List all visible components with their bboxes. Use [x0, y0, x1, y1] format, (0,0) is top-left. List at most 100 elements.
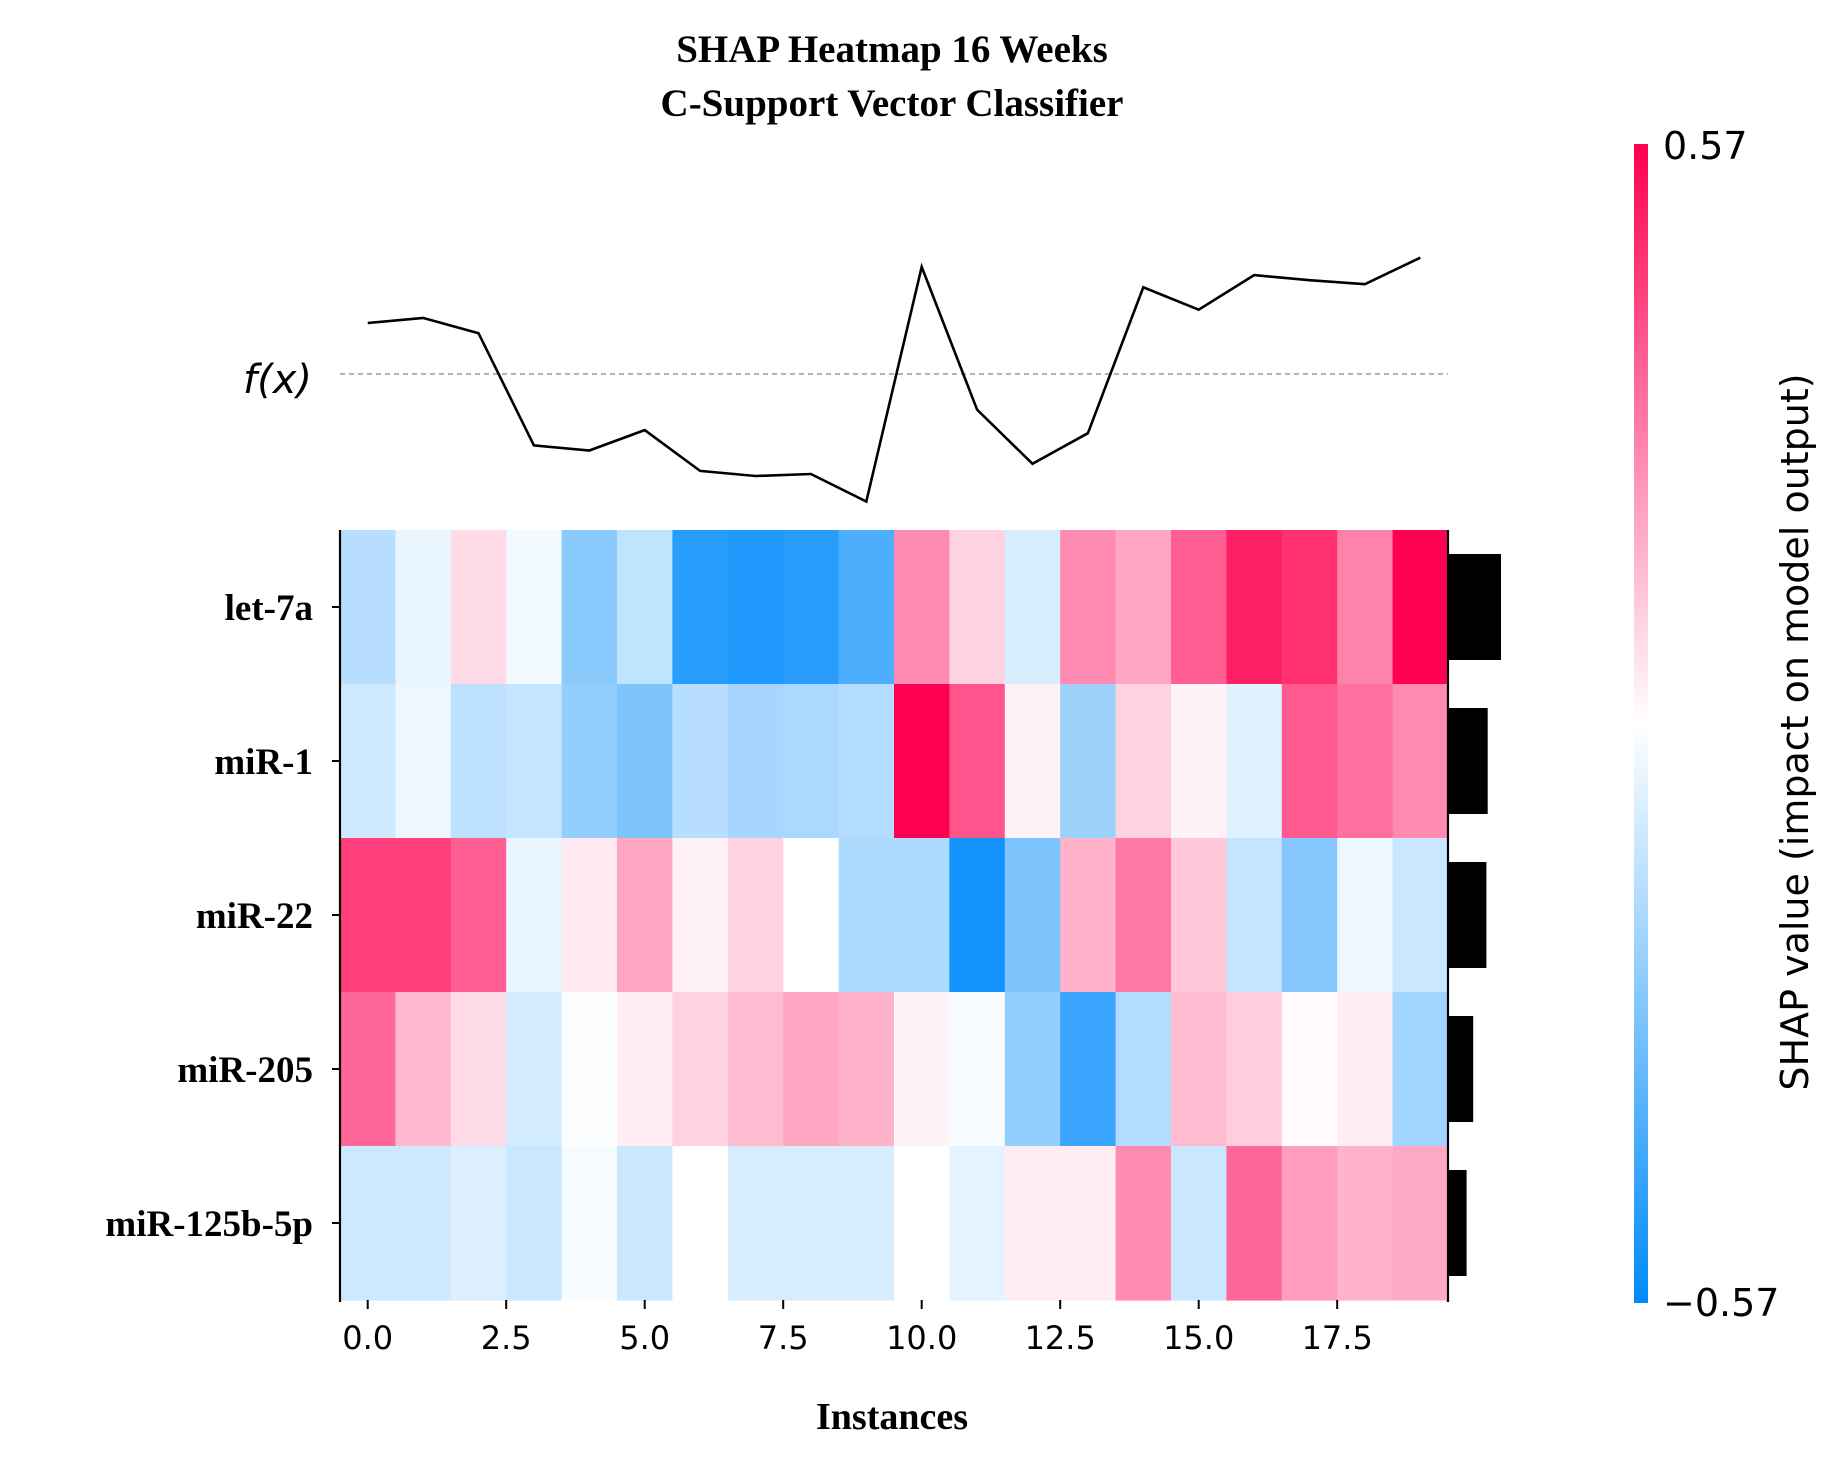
- heatmap-cell: [1392, 838, 1449, 993]
- heatmap-cell: [727, 1146, 784, 1301]
- heatmap-cell: [894, 684, 950, 839]
- heatmap-cell: [1171, 530, 1227, 685]
- heatmap-cell: [1171, 838, 1227, 993]
- heatmap-cell: [1004, 530, 1061, 685]
- x-tick-label: 2.5: [481, 1319, 532, 1357]
- heatmap-cell: [838, 838, 895, 993]
- colorbar-min-label: −0.57: [1663, 1281, 1779, 1325]
- heatmap-cell: [1115, 530, 1172, 685]
- heatmap-cell: [1060, 1146, 1117, 1301]
- heatmap-cell: [1281, 992, 1338, 1147]
- heatmap-cell: [672, 530, 729, 685]
- heatmap-cell: [783, 992, 840, 1147]
- heatmap-cell: [727, 992, 784, 1147]
- heatmap-cell: [561, 684, 618, 839]
- heatmap-cell: [340, 838, 396, 993]
- x-tick-label: 0.0: [342, 1319, 393, 1357]
- x-tick-label: 15.0: [1163, 1319, 1234, 1357]
- heatmap-cell: [1004, 838, 1061, 993]
- heatmap-cell: [506, 992, 563, 1147]
- heatmap-cell: [340, 1146, 396, 1301]
- heatmap-cell: [1004, 684, 1061, 839]
- heatmap-cell: [1004, 992, 1061, 1147]
- heatmap-cell: [838, 992, 895, 1147]
- heatmap-cell: [894, 992, 950, 1147]
- heatmap-cell: [1226, 530, 1283, 685]
- x-tick-label: 12.5: [1025, 1319, 1096, 1357]
- heatmap-cell: [617, 992, 673, 1147]
- feature-label: miR-1: [214, 742, 313, 783]
- heatmap-cell: [783, 530, 840, 685]
- heatmap-cell: [1171, 992, 1227, 1147]
- heatmap-cell: [949, 684, 1006, 839]
- heatmap-cell: [340, 992, 396, 1147]
- heatmap-cell: [617, 684, 673, 839]
- heatmap-cell: [949, 838, 1006, 993]
- heatmap-cell: [838, 1146, 895, 1301]
- heatmap-cell: [617, 1146, 673, 1301]
- importance-bar: [1448, 708, 1488, 814]
- heatmap-cell: [1337, 838, 1394, 993]
- chart-subtitle: C-Support Vector Classifier: [661, 82, 1124, 125]
- heatmap-cell: [783, 1146, 840, 1301]
- feature-label: miR-205: [177, 1050, 313, 1091]
- importance-bar: [1448, 862, 1487, 968]
- colorbar: 0.57 −0.57 SHAP value (impact on model o…: [1634, 124, 1817, 1325]
- colorbar-max-label: 0.57: [1663, 124, 1748, 168]
- heatmap-cell: [1226, 838, 1283, 993]
- heatmap-cell: [617, 530, 673, 685]
- heatmap-cell: [727, 684, 784, 839]
- heatmap-cell: [1281, 838, 1338, 993]
- heatmap-cell: [617, 838, 673, 993]
- heatmap-cell: [395, 530, 452, 685]
- heatmap-cell: [1281, 684, 1338, 839]
- heatmap-cell: [783, 684, 840, 839]
- heatmap-cell: [1226, 992, 1283, 1147]
- heatmap-cell: [506, 684, 563, 839]
- feature-label: miR-22: [196, 896, 313, 937]
- heatmap-cell: [1337, 1146, 1394, 1301]
- heatmap-cell: [1226, 684, 1283, 839]
- heatmap-cell: [506, 1146, 563, 1301]
- heatmap-cell: [450, 1146, 507, 1301]
- importance-bar: [1448, 1016, 1474, 1122]
- heatmap-cell: [1060, 684, 1117, 839]
- heatmap-cell: [506, 530, 563, 685]
- feature-label: let-7a: [225, 588, 313, 629]
- heatmap-cell: [727, 530, 784, 685]
- heatmap-cell: [1115, 1146, 1172, 1301]
- heatmap-cell: [1060, 530, 1117, 685]
- heatmap-cell: [838, 530, 895, 685]
- heatmap-cell: [561, 1146, 618, 1301]
- heatmap-cell: [949, 992, 1006, 1147]
- heatmap-cell: [1060, 992, 1117, 1147]
- heatmap-cell: [395, 684, 452, 839]
- heatmap-cell: [1115, 838, 1172, 993]
- heatmap-cell: [1392, 1146, 1449, 1301]
- heatmap-cell: [1337, 684, 1394, 839]
- fx-panel: f(x): [243, 256, 1448, 504]
- colorbar-gradient: [1634, 144, 1648, 1303]
- heatmap-cell: [1281, 530, 1338, 685]
- heatmap-cell: [727, 838, 784, 993]
- feature-label: miR-125b-5p: [105, 1204, 313, 1245]
- heatmap-cell: [894, 838, 950, 993]
- fx-line: [367, 256, 1421, 504]
- heatmap-cell: [395, 838, 452, 993]
- heatmap-cell: [1060, 838, 1117, 993]
- heatmap-cells: [340, 530, 1449, 1301]
- heatmap-cell: [894, 530, 950, 685]
- feature-importance-bars: [1448, 554, 1501, 1276]
- heatmap-cell: [561, 992, 618, 1147]
- heatmap-cell: [949, 530, 1006, 685]
- heatmap-cell: [672, 684, 729, 839]
- colorbar-label: SHAP value (impact on model output): [1773, 373, 1817, 1090]
- heatmap-cell: [672, 992, 729, 1147]
- heatmap-cell: [894, 1146, 950, 1301]
- x-tick-label: 7.5: [758, 1319, 809, 1357]
- heatmap-cell: [395, 1146, 452, 1301]
- heatmap-cell: [1392, 530, 1449, 685]
- heatmap-cell: [450, 530, 507, 685]
- heatmap-cell: [1115, 992, 1172, 1147]
